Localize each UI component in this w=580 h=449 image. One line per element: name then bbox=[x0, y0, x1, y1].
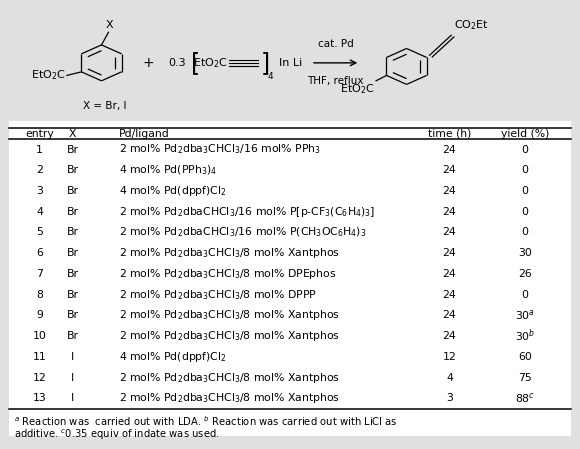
Text: EtO$_2$C: EtO$_2$C bbox=[340, 82, 374, 96]
Text: 1: 1 bbox=[36, 145, 43, 154]
Text: X: X bbox=[106, 20, 114, 30]
Text: In Li: In Li bbox=[279, 58, 302, 68]
Text: Br: Br bbox=[67, 186, 78, 196]
Text: yield (%): yield (%) bbox=[501, 129, 549, 139]
Text: 9: 9 bbox=[36, 310, 43, 320]
Text: 0.3: 0.3 bbox=[168, 58, 186, 68]
Text: 0: 0 bbox=[521, 290, 528, 299]
Text: ]: ] bbox=[260, 51, 270, 75]
Text: 26: 26 bbox=[518, 269, 532, 279]
Text: 0: 0 bbox=[521, 186, 528, 196]
Text: 2 mol% Pd$_2$dbaCHCl$_3$/16 mol% P[p-CF$_3$(C$_6$H$_4$)$_3$]: 2 mol% Pd$_2$dbaCHCl$_3$/16 mol% P[p-CF$… bbox=[119, 205, 375, 219]
Text: 8: 8 bbox=[36, 290, 43, 299]
Text: EtO$_2$C: EtO$_2$C bbox=[193, 56, 227, 70]
Text: 2 mol% Pd$_2$dba$_3$CHCl$_3$/8 mol% Xantphos: 2 mol% Pd$_2$dba$_3$CHCl$_3$/8 mol% Xant… bbox=[119, 370, 340, 384]
Text: time (h): time (h) bbox=[428, 129, 471, 139]
Text: X: X bbox=[69, 129, 76, 139]
Text: 24: 24 bbox=[443, 207, 456, 217]
Text: THF, reflux: THF, reflux bbox=[307, 76, 364, 86]
Text: 6: 6 bbox=[36, 248, 43, 258]
Text: 13: 13 bbox=[32, 393, 46, 403]
Text: 24: 24 bbox=[443, 248, 456, 258]
Text: 4 mol% Pd(dppf)Cl$_2$: 4 mol% Pd(dppf)Cl$_2$ bbox=[119, 184, 227, 198]
Text: EtO$_2$C: EtO$_2$C bbox=[31, 69, 66, 82]
Text: 2 mol% Pd$_2$dbaCHCl$_3$/16 mol% P(CH$_3$OC$_6$H$_4$)$_3$: 2 mol% Pd$_2$dbaCHCl$_3$/16 mol% P(CH$_3… bbox=[119, 226, 367, 239]
Text: 4: 4 bbox=[446, 373, 453, 383]
Text: cat. Pd: cat. Pd bbox=[318, 40, 353, 49]
Text: 7: 7 bbox=[36, 269, 43, 279]
Text: $^{a}$ Reaction was  carried out with LDA. $^{b}$ Reaction was carried out with : $^{a}$ Reaction was carried out with LDA… bbox=[14, 414, 398, 428]
Text: 24: 24 bbox=[443, 331, 456, 341]
Text: Br: Br bbox=[67, 290, 78, 299]
Text: Br: Br bbox=[67, 228, 78, 238]
Text: 2 mol% Pd$_2$dba$_3$CHCl$_3$/8 mol% Xantphos: 2 mol% Pd$_2$dba$_3$CHCl$_3$/8 mol% Xant… bbox=[119, 391, 340, 405]
Text: 2 mol% Pd$_2$dba$_3$CHCl$_3$/8 mol% Xantphos: 2 mol% Pd$_2$dba$_3$CHCl$_3$/8 mol% Xant… bbox=[119, 329, 340, 343]
Text: 88$^c$: 88$^c$ bbox=[515, 391, 535, 405]
Text: 24: 24 bbox=[443, 145, 456, 154]
Text: Br: Br bbox=[67, 207, 78, 217]
Text: 0: 0 bbox=[521, 145, 528, 154]
Text: 0: 0 bbox=[521, 165, 528, 175]
Text: 12: 12 bbox=[443, 352, 456, 362]
Text: 12: 12 bbox=[32, 373, 46, 383]
Text: 2 mol% Pd$_2$dba$_3$CHCl$_3$/8 mol% Xantphos: 2 mol% Pd$_2$dba$_3$CHCl$_3$/8 mol% Xant… bbox=[119, 246, 340, 260]
Text: 4 mol% Pd(dppf)Cl$_2$: 4 mol% Pd(dppf)Cl$_2$ bbox=[119, 350, 227, 364]
Text: I: I bbox=[71, 352, 74, 362]
Text: 0: 0 bbox=[521, 228, 528, 238]
Text: Br: Br bbox=[67, 269, 78, 279]
Text: 2 mol% Pd$_2$dba$_3$CHCl$_3$/8 mol% Xantphos: 2 mol% Pd$_2$dba$_3$CHCl$_3$/8 mol% Xant… bbox=[119, 308, 340, 322]
Text: Pd/ligand: Pd/ligand bbox=[119, 129, 169, 139]
Text: 2 mol% Pd$_2$dba$_3$CHCl$_3$/8 mol% DPPP: 2 mol% Pd$_2$dba$_3$CHCl$_3$/8 mol% DPPP bbox=[119, 288, 317, 302]
Text: 4: 4 bbox=[36, 207, 43, 217]
Text: 10: 10 bbox=[32, 331, 46, 341]
Text: Br: Br bbox=[67, 165, 78, 175]
Text: 30$^a$: 30$^a$ bbox=[515, 308, 535, 322]
Text: 3: 3 bbox=[36, 186, 43, 196]
Text: 60: 60 bbox=[518, 352, 532, 362]
Text: I: I bbox=[71, 393, 74, 403]
Text: 0: 0 bbox=[521, 207, 528, 217]
Text: Br: Br bbox=[67, 310, 78, 320]
Bar bbox=[9, 121, 571, 436]
Text: 24: 24 bbox=[443, 310, 456, 320]
Text: 30$^b$: 30$^b$ bbox=[514, 328, 535, 344]
Text: 3: 3 bbox=[446, 393, 453, 403]
Text: [: [ bbox=[191, 51, 200, 75]
Text: 5: 5 bbox=[36, 228, 43, 238]
Text: 4: 4 bbox=[268, 72, 274, 81]
Text: 30: 30 bbox=[518, 248, 532, 258]
Text: I: I bbox=[71, 373, 74, 383]
Text: 2 mol% Pd$_2$dba$_3$CHCl$_3$/8 mol% DPEphos: 2 mol% Pd$_2$dba$_3$CHCl$_3$/8 mol% DPEp… bbox=[119, 267, 336, 281]
Text: Br: Br bbox=[67, 145, 78, 154]
Text: 75: 75 bbox=[518, 373, 532, 383]
Text: 2: 2 bbox=[36, 165, 43, 175]
Text: 24: 24 bbox=[443, 228, 456, 238]
Text: X = Br, I: X = Br, I bbox=[82, 101, 126, 110]
Text: 4 mol% Pd(PPh$_3$)$_4$: 4 mol% Pd(PPh$_3$)$_4$ bbox=[119, 163, 217, 177]
Text: 2 mol% Pd$_2$dba$_3$CHCl$_3$/16 mol% PPh$_3$: 2 mol% Pd$_2$dba$_3$CHCl$_3$/16 mol% PPh… bbox=[119, 143, 321, 156]
Text: 24: 24 bbox=[443, 186, 456, 196]
Text: 11: 11 bbox=[32, 352, 46, 362]
Text: entry: entry bbox=[25, 129, 54, 139]
Text: +: + bbox=[142, 56, 154, 70]
Text: CO$_2$Et: CO$_2$Et bbox=[454, 18, 489, 32]
Text: 24: 24 bbox=[443, 290, 456, 299]
Text: Br: Br bbox=[67, 248, 78, 258]
Text: Br: Br bbox=[67, 331, 78, 341]
Text: 24: 24 bbox=[443, 165, 456, 175]
Text: additive. $^{c}$0.35 equiv of indate was used.: additive. $^{c}$0.35 equiv of indate was… bbox=[14, 427, 220, 442]
Text: 24: 24 bbox=[443, 269, 456, 279]
